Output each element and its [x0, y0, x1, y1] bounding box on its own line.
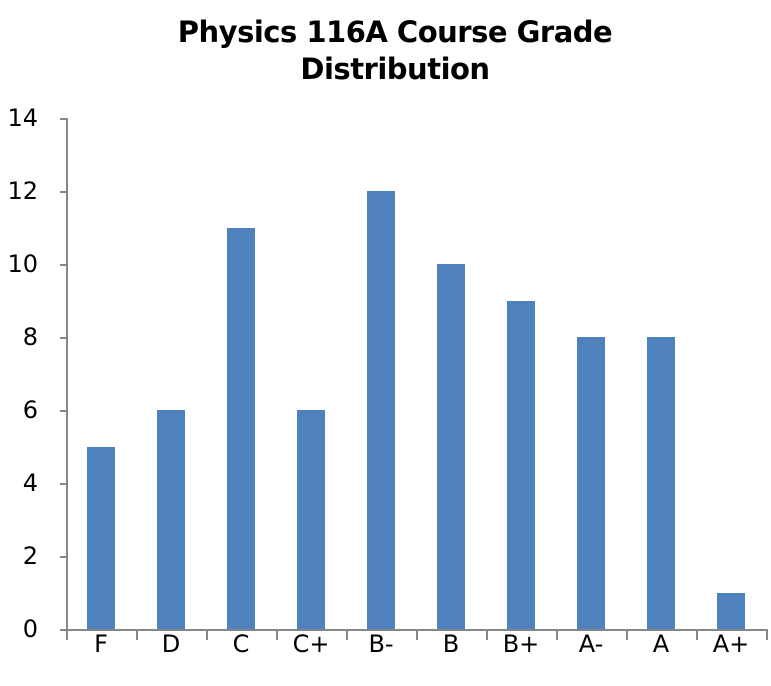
y-tick-label: 4 [22, 469, 38, 497]
y-tick-mark [60, 483, 66, 485]
y-tick-label: 8 [22, 323, 38, 351]
bar-B+ [507, 300, 535, 629]
y-tick-label: 6 [22, 396, 38, 424]
y-tick-label: 14 [7, 104, 38, 132]
x-tick-label: A+ [712, 630, 750, 658]
y-tick-label: 0 [22, 615, 38, 643]
bar-B [437, 264, 465, 629]
x-tick-mark [346, 629, 348, 640]
x-tick-mark [136, 629, 138, 640]
x-tick-mark [556, 629, 558, 640]
x-tick-mark [206, 629, 208, 640]
x-tick-label: B- [368, 630, 394, 658]
y-tick-mark [60, 264, 66, 266]
chart-title-line-2: Distribution [300, 52, 490, 86]
x-tick-mark [766, 629, 768, 640]
y-axis-line [66, 118, 68, 630]
y-tick-mark [60, 337, 66, 339]
bar-A- [577, 337, 605, 629]
x-tick-label: F [94, 630, 108, 658]
x-tick-label: C [232, 630, 250, 658]
chart-title-line-1: Physics 116A Course Grade [177, 15, 613, 49]
y-tick-mark [60, 629, 66, 631]
x-tick-label: B [442, 630, 460, 658]
y-tick-mark [60, 191, 66, 193]
x-tick-mark [276, 629, 278, 640]
x-tick-mark [486, 629, 488, 640]
bar-F [87, 446, 115, 629]
bar-A [647, 337, 675, 629]
x-tick-mark [416, 629, 418, 640]
x-tick-label: D [161, 630, 181, 658]
y-tick-label: 10 [7, 250, 38, 278]
x-tick-label: A- [578, 630, 604, 658]
x-tick-mark [66, 629, 68, 640]
y-tick-mark [60, 118, 66, 120]
y-tick-label: 12 [7, 177, 38, 205]
bar-C [227, 227, 255, 629]
bar-C+ [297, 410, 325, 629]
y-tick-mark [60, 410, 66, 412]
x-tick-label: B+ [502, 630, 540, 658]
bar-A+ [717, 592, 745, 629]
y-tick-mark [60, 556, 66, 558]
chart-title: Physics 116A Course Grade Distribution [0, 14, 771, 88]
x-tick-label: A [652, 630, 670, 658]
bar-D [157, 410, 185, 629]
x-tick-label: C+ [292, 630, 330, 658]
x-tick-mark [696, 629, 698, 640]
x-tick-mark [626, 629, 628, 640]
bar-B- [367, 191, 395, 629]
y-tick-label: 2 [22, 542, 38, 570]
